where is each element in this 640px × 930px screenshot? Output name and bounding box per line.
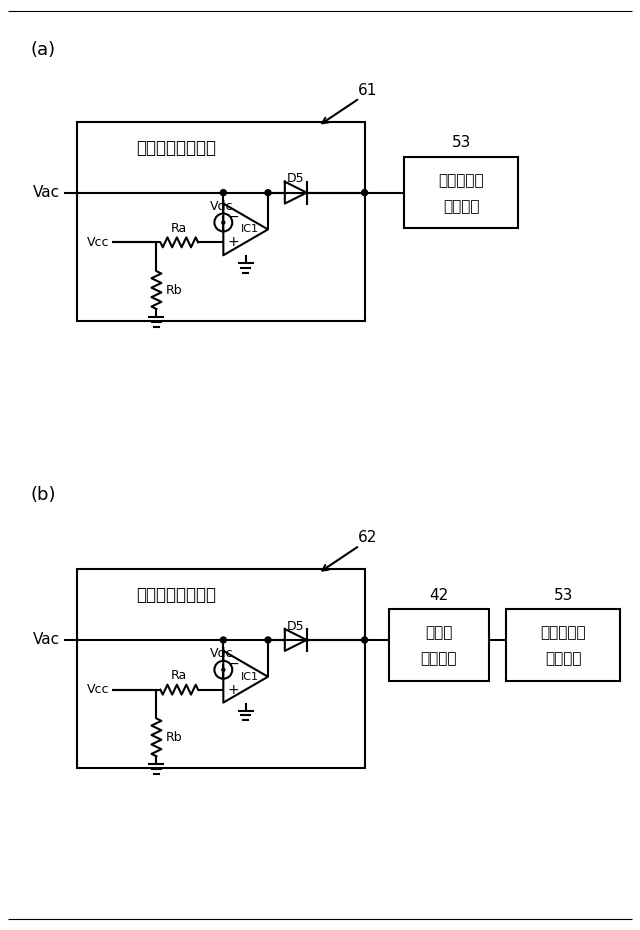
Text: 53: 53 xyxy=(554,588,573,603)
Text: 61: 61 xyxy=(358,83,377,98)
Text: 電圧パルス: 電圧パルス xyxy=(438,173,484,188)
Text: Vac: Vac xyxy=(33,632,60,647)
Text: Vdc: Vdc xyxy=(209,647,233,660)
Bar xyxy=(77,122,365,321)
Circle shape xyxy=(220,637,227,643)
Text: (a): (a) xyxy=(31,42,56,60)
Text: Vdc: Vdc xyxy=(209,200,233,213)
Bar xyxy=(506,609,620,681)
Text: クリッピング回路: クリッピング回路 xyxy=(136,139,216,157)
Text: IC1: IC1 xyxy=(241,224,259,234)
Text: Ra: Ra xyxy=(171,222,188,235)
Circle shape xyxy=(222,669,225,671)
Text: +: + xyxy=(227,683,239,697)
Text: 53: 53 xyxy=(452,136,471,151)
Circle shape xyxy=(222,221,225,224)
Text: Vac: Vac xyxy=(33,185,60,200)
Circle shape xyxy=(214,661,232,679)
Circle shape xyxy=(265,190,271,195)
Text: Rb: Rb xyxy=(166,731,182,744)
Circle shape xyxy=(362,637,367,643)
Text: 過電圧: 過電圧 xyxy=(425,626,452,641)
Text: Ra: Ra xyxy=(171,670,188,683)
Text: 変換回路: 変換回路 xyxy=(443,199,479,214)
Text: D5: D5 xyxy=(287,619,305,632)
Text: −: − xyxy=(227,657,239,671)
Text: IC1: IC1 xyxy=(241,671,259,682)
Text: 抑制回路: 抑制回路 xyxy=(420,651,457,666)
Text: 62: 62 xyxy=(358,530,377,545)
Text: Rb: Rb xyxy=(166,284,182,297)
Text: D5: D5 xyxy=(287,172,305,185)
Bar xyxy=(389,609,488,681)
Circle shape xyxy=(220,190,227,195)
Text: +: + xyxy=(227,235,239,249)
Text: (b): (b) xyxy=(31,485,56,504)
Text: 42: 42 xyxy=(429,588,449,603)
Circle shape xyxy=(362,190,367,195)
Text: 電圧パルス: 電圧パルス xyxy=(541,626,586,641)
Text: Vcc: Vcc xyxy=(87,236,110,249)
Text: Vcc: Vcc xyxy=(87,684,110,697)
Bar xyxy=(404,157,518,229)
Text: −: − xyxy=(227,209,239,223)
Text: クリッピング回路: クリッピング回路 xyxy=(136,586,216,604)
Circle shape xyxy=(214,214,232,232)
Circle shape xyxy=(265,637,271,643)
Text: 変換回路: 変換回路 xyxy=(545,651,582,666)
Bar xyxy=(77,569,365,768)
